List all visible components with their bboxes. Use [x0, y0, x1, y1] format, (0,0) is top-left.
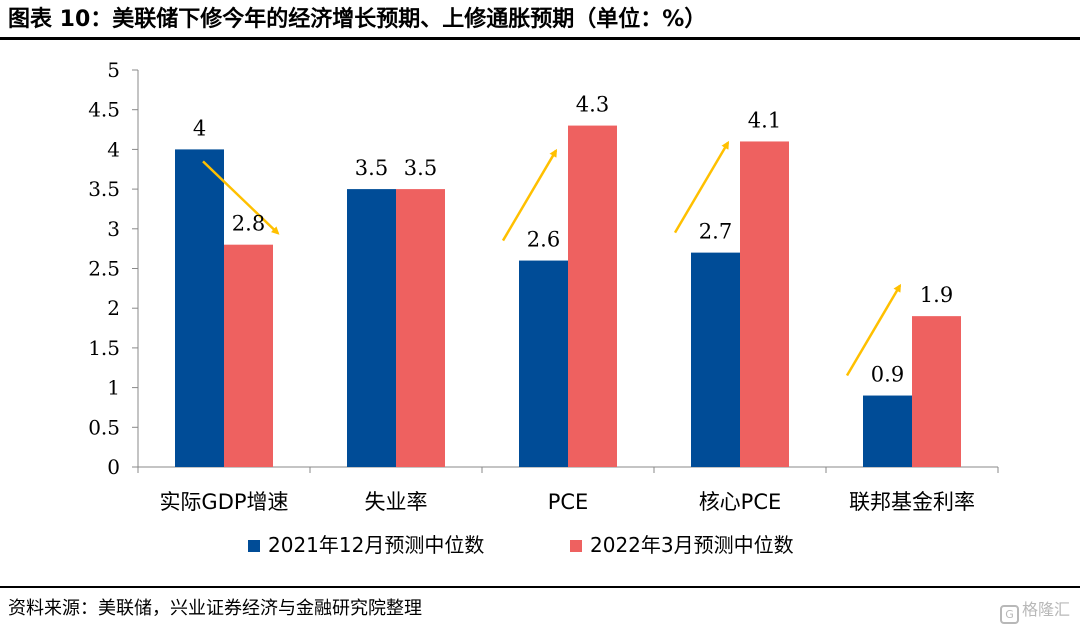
x-category-label: 失业率 [365, 490, 428, 514]
y-tick-label: 0.5 [88, 415, 120, 439]
bar-2022 [912, 316, 961, 467]
trend-arrow-up [845, 283, 902, 377]
axes: 0 0.5 1 1.5 2 2.5 3 3.5 4 4.5 5 实际GDP增速 失业率 PCE 核心PCE 联… [88, 58, 999, 514]
legend-label: 2022年3月预测中位数 [590, 533, 794, 557]
data-label: 2.7 [699, 220, 732, 244]
data-label: 3.5 [404, 156, 437, 180]
data-label: 2.6 [527, 228, 560, 252]
trend-arrows [202, 140, 902, 377]
legend-swatch [570, 540, 582, 552]
trend-arrow-up [501, 148, 558, 242]
trend-arrow-up [673, 140, 730, 234]
top-rule [0, 37, 1080, 40]
data-label: 4.3 [576, 93, 609, 117]
data-label: 0.9 [871, 363, 904, 387]
bar-2022 [224, 244, 273, 467]
source-note: 资料来源：美联储，兴业证券经济与金融研究院整理 [8, 598, 422, 619]
y-tick-label: 2 [107, 296, 120, 320]
watermark-text: 格隆汇 [1021, 600, 1070, 619]
bar-2021 [175, 149, 224, 467]
data-label: 4 [193, 116, 206, 140]
legend-swatch [248, 540, 260, 552]
bar-2022 [396, 189, 445, 467]
data-labels: 4 3.5 2.6 2.7 0.9 2.8 3.5 4.3 4.1 1.9 [193, 93, 953, 387]
legend: 2021年12月预测中位数 2022年3月预测中位数 [248, 533, 794, 557]
bar-2021 [691, 252, 740, 467]
watermark-logo-icon: G [999, 605, 1019, 624]
y-tick-label: 2.5 [88, 257, 120, 281]
y-tick-label: 4 [107, 137, 120, 161]
chart-title: 图表 10：美联储下修今年的经济增长预期、上修通胀预期（单位：%） [8, 7, 707, 32]
x-category-label: 联邦基金利率 [849, 490, 975, 514]
y-tick-label: 1 [107, 376, 120, 400]
y-tick-label: 3.5 [88, 177, 120, 201]
x-category-label: PCE [548, 490, 589, 514]
x-category-label: 实际GDP增速 [159, 490, 288, 514]
y-tick-label: 1.5 [88, 336, 120, 360]
watermark: G 格隆汇 [999, 596, 1070, 624]
x-category-label: 核心PCE [699, 490, 782, 514]
y-tick-label: 4.5 [88, 98, 120, 122]
data-label: 4.1 [748, 108, 781, 132]
y-tick-label: 0 [107, 455, 120, 479]
y-tick-label: 5 [107, 58, 120, 82]
bar-2022 [740, 141, 789, 467]
bottom-rule [0, 586, 1080, 588]
bar-2021 [347, 189, 396, 467]
legend-label: 2021年12月预测中位数 [268, 533, 484, 557]
trend-arrow-down [202, 160, 280, 235]
data-label: 1.9 [920, 283, 953, 307]
bar-2021 [519, 260, 568, 467]
bar-2021 [863, 395, 912, 467]
bar-chart: 0 0.5 1 1.5 2 2.5 3 3.5 4 4.5 5 实际GDP增速 失业率 PCE 核心PCE 联… [88, 58, 999, 557]
data-label: 3.5 [355, 156, 388, 180]
y-tick-label: 3 [107, 217, 120, 241]
bars [175, 125, 961, 467]
data-label: 2.8 [232, 212, 265, 236]
bar-2022 [568, 125, 617, 467]
